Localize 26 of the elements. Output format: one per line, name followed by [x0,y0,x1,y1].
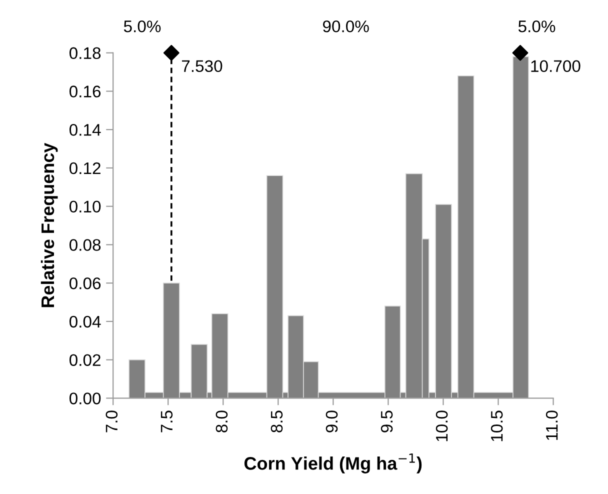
text: 90.0% [322,20,369,32]
x-tick-label: 7.0 [106,410,118,432]
x-tick-label: 9.0 [326,410,338,432]
y-tick-label: 0.08 [70,239,101,251]
x-axis-title: Corn Yield (Mg ha$^{−1}$) [244,454,422,474]
x-tick-label: 8.0 [216,410,228,432]
annotation: 10.700 [531,60,580,72]
y-tick-label: 0.10 [70,200,101,213]
y-tick-label: 0.02 [70,354,100,366]
x-tick-label: 11.0 [546,410,558,440]
y-tick-label: 0.12 [70,162,100,174]
y-tick-label: 0.18 [70,47,101,60]
text: 5.0% [518,20,556,32]
y-tick-label: 0.16 [70,86,101,98]
x-tick-label: 9.5 [380,410,393,432]
y-tick-label: 0.04 [70,316,101,328]
x-tick-label: 8.5 [270,410,283,432]
x-tick-label: 7.5 [160,410,173,432]
x-tick-label: 10.0 [436,410,448,442]
annotation: 7.530 [182,60,222,72]
text: 5.0% [124,20,161,32]
y-tick-label: 0.14 [70,124,101,136]
y-tick-label: 0.00 [70,392,101,404]
y-axis-title: Relative Frequency [40,142,58,308]
y-tick-label: 0.06 [70,277,101,290]
x-tick-label: 10.5 [490,410,503,442]
